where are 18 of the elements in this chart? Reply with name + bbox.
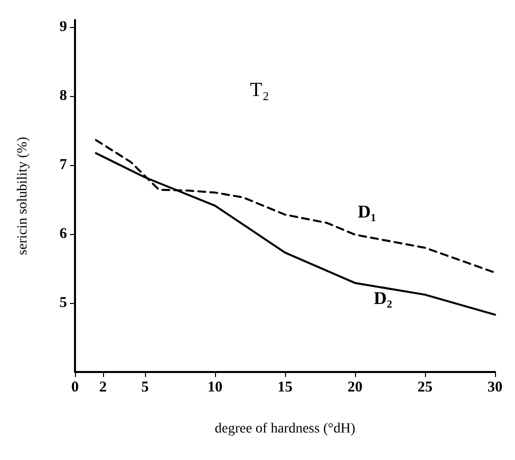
series-label: D₂ [374, 288, 392, 308]
y-axis-title: sericin solubility (%) [16, 136, 30, 256]
x-tick-label: 15 [278, 380, 292, 396]
x-tick-label: 10 [208, 380, 222, 396]
x-tick-label: 2 [99, 380, 107, 396]
series-label: D₁ [358, 202, 376, 222]
x-tick-label: 25 [418, 380, 432, 396]
x-tick-label: 5 [141, 380, 149, 396]
y-tick-label: 5 [60, 294, 67, 311]
annotation: T₂ [250, 79, 270, 101]
y-tick-label: 7 [60, 156, 68, 173]
x-tick-label: 30 [488, 380, 502, 396]
x-tick-label: 0 [71, 380, 79, 396]
y-tick-label: 8 [60, 88, 67, 104]
x-axis-title: degree of hardness (°dH) [214, 422, 356, 436]
y-tick-label: 6 [60, 226, 68, 242]
x-tick-label: 20 [348, 380, 362, 396]
y-tick-label: 9 [60, 18, 67, 35]
